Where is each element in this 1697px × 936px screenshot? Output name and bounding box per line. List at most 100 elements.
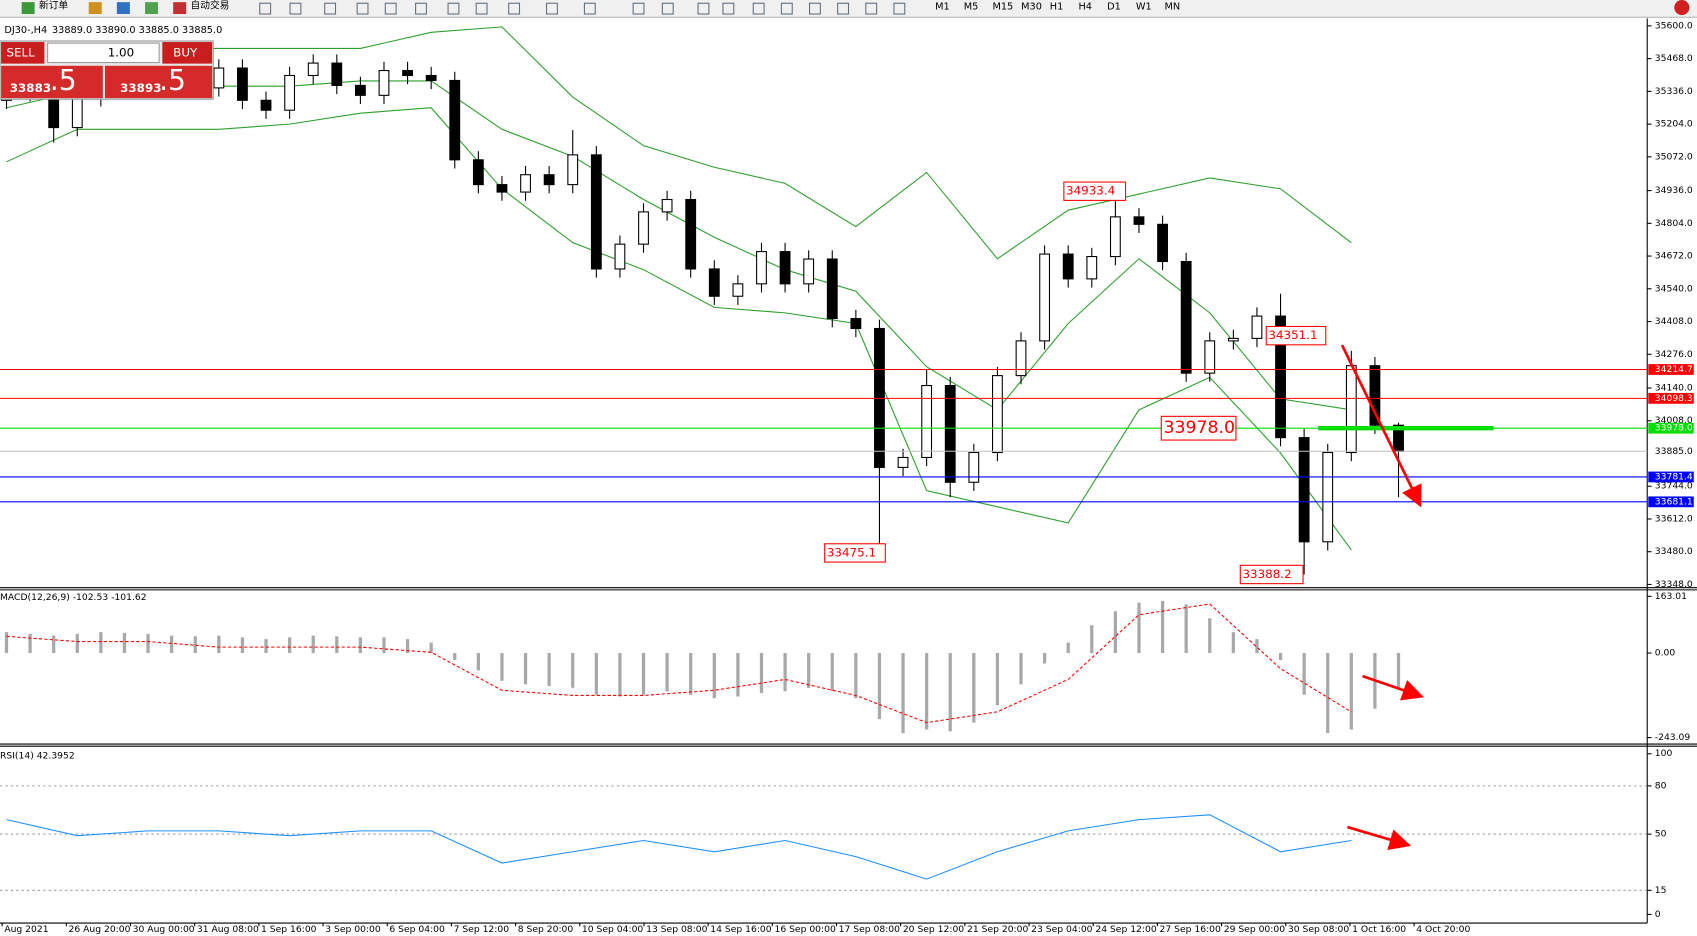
candle-body	[449, 79, 461, 161]
toolbar-icon[interactable]	[356, 2, 369, 15]
price-annotation: 33978.0	[1163, 418, 1235, 438]
y-tick-label: 34140.0	[1655, 383, 1693, 394]
timeframe-button[interactable]: H4	[1078, 1, 1092, 12]
y-tick-label: 35072.0	[1655, 151, 1693, 162]
timeframe-button[interactable]: M15	[992, 1, 1013, 12]
candle-body	[496, 184, 508, 193]
sell-button[interactable]	[1, 42, 45, 64]
sell-pips[interactable]: .5	[50, 64, 77, 97]
price-level-tag	[1648, 471, 1694, 483]
x-tick-label: 16 Sep 00:00	[774, 924, 835, 935]
price-annotation: 33475.1	[827, 545, 876, 559]
toolbar-icon[interactable]	[752, 2, 765, 15]
trend-arrow	[1340, 344, 1422, 508]
candle-body	[1157, 223, 1168, 263]
toolbar-icon[interactable]	[632, 2, 645, 15]
timeframe-button[interactable]: M5	[964, 1, 979, 12]
toolbar-icon[interactable]	[508, 2, 521, 15]
price-level-tag	[1648, 422, 1694, 434]
sell-price-box[interactable]	[1, 65, 103, 99]
toolbar-icon[interactable]	[697, 2, 710, 15]
macd-bar	[453, 653, 457, 660]
toolbar-icon[interactable]	[546, 2, 558, 15]
x-tick-label: 1 Oct 16:00	[1352, 924, 1406, 935]
x-tick-label: 7 Sep 12:00	[454, 924, 510, 935]
new-order-button[interactable]: 新订单	[39, 0, 68, 11]
macd-bar	[1113, 611, 1118, 654]
toolbar-icon[interactable]	[289, 2, 302, 15]
sell-price[interactable]: 33883	[10, 81, 51, 95]
buy-label[interactable]: BUY	[173, 45, 198, 59]
candle-body	[567, 154, 579, 186]
toolbar-icon[interactable]	[475, 2, 488, 15]
macd-bar	[1231, 632, 1235, 654]
candle-body	[1180, 260, 1192, 374]
toolbar-icon[interactable]	[415, 2, 427, 15]
buy-pips[interactable]: .5	[159, 64, 186, 97]
volume-value[interactable]: 1.00	[108, 45, 135, 59]
buy-button[interactable]	[162, 42, 213, 64]
toolbar-icon[interactable]	[661, 2, 674, 15]
macd-bar	[523, 653, 528, 685]
x-tick-label: 24 Sep 12:00	[1095, 924, 1156, 935]
macd-bar	[1349, 653, 1353, 730]
timeframe-button[interactable]: W1	[1136, 1, 1152, 12]
x-tick-label: 23 Sep 04:00	[1031, 924, 1092, 935]
candle-body	[378, 69, 390, 96]
trade-panel: SELL 1.00 BUY 33883 .5 33893 .5	[0, 40, 214, 100]
toolbar-icon[interactable]	[324, 2, 337, 15]
buy-price-box[interactable]	[104, 65, 213, 99]
macd-bar	[712, 653, 716, 699]
trend-arrow	[1362, 674, 1424, 701]
timeframe-button[interactable]: MN	[1165, 1, 1181, 12]
price-annotation-box	[1063, 181, 1127, 201]
macd-bar	[217, 635, 221, 654]
toolbar-icon[interactable]	[780, 2, 793, 15]
toolbar-icons: M1 M5 M15 M30 H1 H4 D1 W1 MN	[259, 1, 1181, 15]
toolbar-icon[interactable]	[88, 2, 102, 15]
alert-icon[interactable]	[1674, 0, 1690, 16]
timeframe-button[interactable]: M1	[935, 1, 950, 12]
auto-trading-button[interactable]: 自动交易	[190, 0, 229, 11]
timeframe-button[interactable]: H1	[1050, 1, 1064, 12]
toolbar-icon[interactable]	[893, 2, 906, 15]
timeframe-button[interactable]: D1	[1107, 1, 1121, 12]
price-level-label: 33681.1	[1655, 496, 1693, 507]
indicator-label: RSI(14) 42.3952	[0, 750, 75, 761]
toolbar-icon[interactable]	[259, 2, 272, 15]
candle-body	[685, 198, 697, 270]
toolbar-icon[interactable]	[116, 2, 130, 15]
macd-bar	[641, 653, 646, 695]
toolbar-icon[interactable]	[384, 2, 397, 15]
toolbar-icon[interactable]	[865, 2, 878, 15]
macd-bar	[759, 653, 764, 694]
chart-symbol: DJ30-,H4	[4, 25, 47, 36]
new-order-icon[interactable]	[21, 2, 35, 15]
candle-body	[472, 159, 484, 186]
volume-field[interactable]	[47, 42, 160, 64]
toolbar-icon[interactable]	[447, 2, 460, 15]
candle-body	[1039, 253, 1051, 342]
x-tick-label: 21 Sep 20:00	[967, 924, 1028, 935]
macd-bar	[52, 635, 56, 654]
macd-bar	[783, 653, 787, 692]
toolbar-icon[interactable]	[722, 2, 735, 15]
price-axis	[1647, 18, 1697, 590]
sell-label[interactable]: SELL	[6, 45, 35, 59]
buy-price[interactable]: 33893	[120, 81, 161, 95]
macd-bar	[1042, 653, 1047, 664]
toolbar-icon[interactable]	[837, 2, 850, 15]
candle-body	[425, 74, 437, 81]
toolbar-icon[interactable]	[808, 2, 821, 15]
auto-trading-icon[interactable]	[173, 2, 187, 15]
timeframe-button[interactable]: M30	[1021, 1, 1042, 12]
x-tick-label: 26 Aug 20:00	[69, 924, 131, 935]
candle-body	[1369, 365, 1381, 426]
toolbar-icon[interactable]	[145, 2, 159, 15]
macd-bar	[594, 653, 598, 695]
macd-bar	[948, 653, 952, 732]
macd-bar	[1184, 604, 1188, 654]
toolbar-icon[interactable]	[583, 2, 596, 15]
macd-bar	[547, 653, 551, 687]
macd-bar	[193, 636, 197, 654]
